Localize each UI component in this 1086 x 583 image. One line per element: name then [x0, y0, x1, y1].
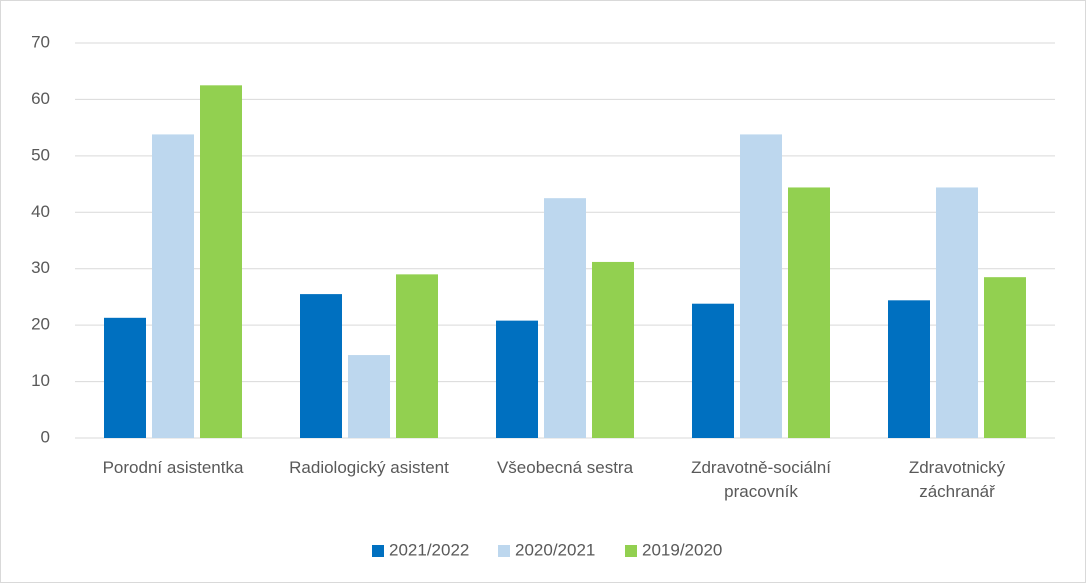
x-tick-label: Zdravotně-sociální pracovník	[691, 458, 831, 501]
bar	[396, 274, 438, 438]
bar	[692, 303, 734, 438]
bar	[200, 85, 242, 439]
bar	[104, 317, 146, 438]
x-tick-label: Porodní asistentka	[102, 458, 244, 477]
bar	[788, 187, 830, 438]
legend-label: 2020/2021	[515, 540, 595, 559]
y-tick-label: 50	[31, 145, 50, 164]
y-tick-label: 40	[31, 202, 50, 221]
legend-label: 2021/2022	[389, 540, 469, 559]
y-tick-label: 10	[31, 371, 50, 390]
bar	[300, 294, 342, 438]
bar	[348, 355, 390, 438]
legend-swatch	[625, 545, 637, 557]
y-tick-label: 60	[31, 89, 50, 108]
bar	[152, 134, 194, 438]
bar	[936, 187, 978, 438]
x-tick-label: Zdravotnický záchranář	[908, 458, 1006, 501]
legend-swatch	[372, 545, 384, 557]
y-tick-label: 70	[31, 32, 50, 51]
bar	[740, 134, 782, 438]
x-tick-label: Všeobecná sestra	[496, 458, 634, 477]
x-tick-label: Radiologický asistent	[289, 458, 449, 477]
y-tick-label: 20	[31, 315, 50, 334]
y-tick-label: 0	[41, 427, 50, 446]
y-tick-label: 30	[31, 258, 50, 277]
bar	[888, 300, 930, 438]
bar	[592, 261, 634, 438]
bar	[496, 320, 538, 438]
bar	[544, 198, 586, 438]
legend-label: 2019/2020	[642, 540, 722, 559]
bar	[984, 277, 1026, 438]
legend-swatch	[498, 545, 510, 557]
